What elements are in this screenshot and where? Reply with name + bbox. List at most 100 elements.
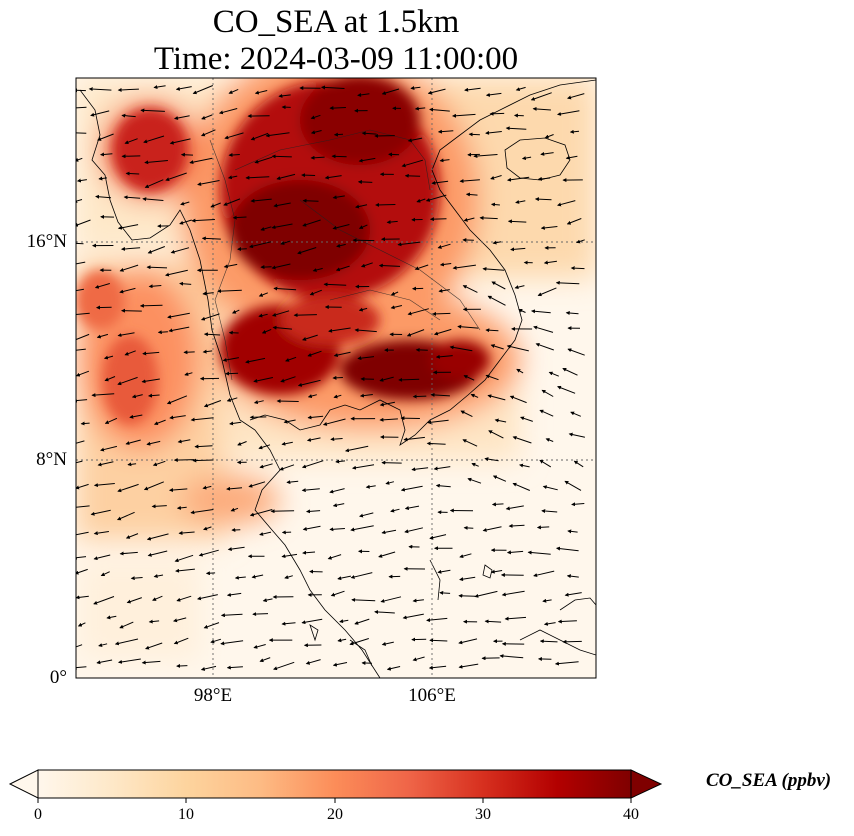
wind-vector <box>490 344 504 350</box>
wind-vector <box>470 393 479 398</box>
wind-vector <box>228 88 239 94</box>
coastlines <box>79 79 596 678</box>
wind-vector <box>76 644 83 649</box>
wind-vector <box>259 657 271 663</box>
wind-vector <box>459 576 476 582</box>
wind-vector <box>471 462 479 467</box>
wind-vector <box>198 549 219 557</box>
wind-vector <box>273 286 297 291</box>
wind-vector <box>180 152 194 157</box>
wind-vector <box>439 158 450 163</box>
wind-vector <box>142 351 160 356</box>
wind-vector <box>284 575 293 580</box>
wind-vector <box>144 160 168 165</box>
wind-vector <box>332 224 350 230</box>
wind-vector <box>180 201 190 206</box>
wind-vector <box>176 505 187 510</box>
wind-vector <box>117 483 139 493</box>
wind-vector <box>564 592 582 597</box>
wind-vector <box>415 347 428 352</box>
wind-vector <box>361 131 377 136</box>
wind-vector <box>307 394 317 399</box>
wind-vector <box>542 485 558 491</box>
wind-vector <box>301 488 320 493</box>
wind-vector <box>76 312 90 316</box>
wind-vector <box>281 553 298 559</box>
map-frame <box>75 77 597 679</box>
wind-vector <box>118 658 141 664</box>
wind-vector <box>378 551 396 558</box>
wind-vector <box>76 460 83 465</box>
wind-vector <box>555 280 580 285</box>
wind-vector <box>276 399 299 404</box>
wind-vector <box>463 525 474 530</box>
wind-vector <box>507 176 530 182</box>
wind-vector <box>410 86 421 90</box>
wind-vector <box>76 199 83 203</box>
wind-vector <box>412 394 427 399</box>
wind-vector <box>435 483 451 488</box>
wind-vector <box>310 130 322 135</box>
wind-vector <box>473 154 498 159</box>
wind-vector <box>332 662 348 667</box>
wind-vector <box>106 615 117 620</box>
wind-vector <box>458 593 476 598</box>
wind-vector <box>425 194 447 202</box>
wind-vector <box>175 86 192 91</box>
wind-vector <box>359 393 373 398</box>
wind-vector <box>464 87 481 92</box>
wind-vector <box>335 265 350 272</box>
wind-vector <box>490 175 502 180</box>
wind-vector <box>93 554 111 561</box>
wind-vector <box>254 156 273 164</box>
wind-vector <box>534 197 552 202</box>
wind-vector <box>307 415 324 420</box>
wind-vector <box>251 574 264 579</box>
wind-vector <box>143 481 164 491</box>
wind-vector <box>271 263 291 270</box>
wind-vector <box>309 289 322 296</box>
wind-vector <box>104 376 116 382</box>
wind-vector <box>521 156 532 161</box>
wind-vector <box>97 133 114 141</box>
wind-vector <box>407 137 423 143</box>
wind-vector <box>202 291 214 296</box>
wind-vector <box>433 328 452 336</box>
wind-vector <box>121 308 142 313</box>
wind-vector <box>514 285 525 290</box>
wind-vector <box>226 665 243 670</box>
colorbar <box>8 769 663 803</box>
wind-vector <box>357 92 370 97</box>
wind-vector <box>567 93 585 100</box>
wind-vector <box>153 85 166 90</box>
wind-vector <box>566 574 579 579</box>
lat-tick-label-16: 16°N <box>26 231 67 252</box>
wind-vector <box>339 619 349 624</box>
wind-vector <box>224 132 244 140</box>
wind-vector <box>285 356 297 362</box>
wind-vector <box>358 157 376 163</box>
wind-vector <box>98 176 108 181</box>
wind-vector <box>335 459 346 464</box>
wind-vector <box>381 88 400 95</box>
wind-vector <box>174 115 190 120</box>
wind-vector <box>197 180 220 186</box>
wind-vector <box>489 111 505 116</box>
wind-vector <box>152 595 163 601</box>
wind-vector <box>103 355 114 360</box>
wind-vector <box>80 421 90 426</box>
wind-vector <box>479 215 498 220</box>
wind-vector <box>125 439 141 446</box>
wind-vector <box>485 92 502 97</box>
wind-vector <box>173 637 189 645</box>
wind-vector <box>354 618 370 625</box>
wind-vector <box>568 432 586 438</box>
wind-vector <box>93 531 109 536</box>
wind-vector <box>491 281 506 290</box>
wind-vector <box>129 414 143 419</box>
wind-vector <box>95 194 112 199</box>
wind-vector <box>567 348 585 356</box>
wind-vector <box>192 85 213 95</box>
wind-vector <box>573 460 584 468</box>
wind-vector <box>352 464 375 470</box>
